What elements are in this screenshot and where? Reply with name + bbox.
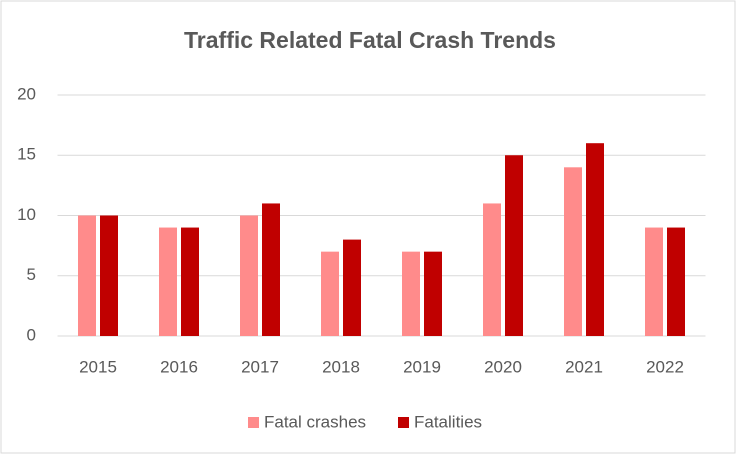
bar: [505, 155, 523, 336]
bar: [321, 251, 339, 336]
bar: [240, 215, 258, 336]
x-tick-label: 2019: [403, 357, 441, 376]
bar: [424, 251, 442, 336]
bar: [564, 167, 582, 336]
y-tick-label: 15: [17, 145, 36, 164]
bar: [483, 203, 501, 336]
bar: [343, 239, 361, 336]
x-tick-label: 2016: [160, 357, 198, 376]
x-tick-label: 2015: [79, 357, 117, 376]
y-tick-label: 0: [27, 325, 36, 344]
bar: [100, 215, 118, 336]
x-tick-label: 2021: [565, 357, 603, 376]
x-tick-label: 2017: [241, 357, 279, 376]
y-tick-label: 10: [17, 205, 36, 224]
legend-label: Fatal crashes: [264, 412, 366, 431]
chart-title: Traffic Related Fatal Crash Trends: [184, 27, 556, 53]
bar: [262, 203, 280, 336]
bar: [586, 143, 604, 336]
x-tick-label: 2022: [646, 357, 684, 376]
bar: [159, 227, 177, 336]
legend-label: Fatalities: [414, 412, 482, 431]
y-tick-label: 20: [17, 84, 36, 103]
bar: [181, 227, 199, 336]
y-tick-label: 5: [27, 265, 36, 284]
legend-swatch: [398, 417, 409, 428]
x-tick-label: 2018: [322, 357, 360, 376]
bar: [667, 227, 685, 336]
bar: [645, 227, 663, 336]
bar: [78, 215, 96, 336]
bar: [402, 251, 420, 336]
legend-swatch: [248, 417, 259, 428]
x-tick-label: 2020: [484, 357, 522, 376]
